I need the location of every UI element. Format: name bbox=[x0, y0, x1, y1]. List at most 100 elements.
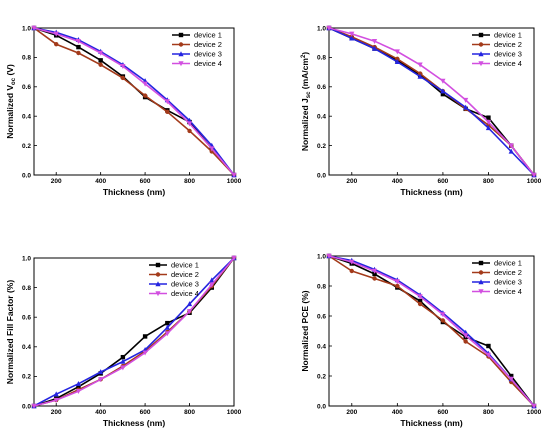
legend-marker bbox=[478, 270, 484, 275]
data-point bbox=[186, 301, 193, 307]
data-point bbox=[440, 88, 446, 94]
x-tick-label: 600 bbox=[140, 178, 151, 185]
data-point bbox=[509, 373, 514, 379]
data-point bbox=[165, 109, 170, 114]
data-point bbox=[486, 343, 491, 349]
series-line bbox=[328, 255, 535, 407]
series-device-2 bbox=[31, 255, 237, 409]
legend-marker bbox=[478, 260, 484, 266]
y-tick-label: 0.0 bbox=[317, 403, 326, 410]
data-point bbox=[486, 115, 491, 120]
data-point bbox=[53, 31, 59, 37]
data-point bbox=[463, 339, 468, 344]
data-point bbox=[187, 128, 192, 134]
data-point bbox=[142, 93, 148, 98]
x-tick-label: 1000 bbox=[227, 178, 242, 185]
data-point bbox=[417, 73, 423, 79]
data-point bbox=[395, 283, 400, 289]
series-device-4 bbox=[326, 253, 537, 409]
x-tick-label: 1000 bbox=[527, 409, 542, 416]
series-line bbox=[33, 257, 235, 407]
data-point bbox=[186, 121, 193, 127]
y-tick-label: 0.2 bbox=[22, 374, 31, 381]
data-point bbox=[485, 352, 492, 358]
series-line bbox=[33, 257, 235, 407]
data-point bbox=[186, 309, 193, 315]
data-point bbox=[440, 312, 446, 318]
plot-frame bbox=[33, 27, 235, 176]
data-point bbox=[31, 25, 37, 31]
data-point bbox=[98, 369, 104, 375]
data-point bbox=[164, 324, 170, 330]
chart-panel-1: 200 400 600 800 1000 0.0 0.2 0.4 0.6 0.8 1.0 Thickn… bbox=[5, 25, 242, 197]
x-axis-title: Thickness (nm) bbox=[400, 187, 463, 197]
data-point bbox=[120, 358, 126, 364]
data-point bbox=[142, 81, 148, 87]
legend-label: device 3 bbox=[494, 50, 522, 59]
data-point bbox=[326, 253, 332, 259]
data-point bbox=[75, 39, 82, 45]
data-point bbox=[463, 333, 469, 339]
legend-marker bbox=[478, 51, 484, 57]
x-axis-title: Thickness (nm) bbox=[400, 418, 463, 428]
x-tick-label: 400 bbox=[95, 409, 106, 416]
x-tick-label: 1000 bbox=[527, 178, 542, 185]
legend-marker bbox=[178, 51, 184, 57]
data-point bbox=[98, 50, 104, 56]
legend-marker bbox=[155, 291, 161, 297]
chart-panel-2: 200 400 600 800 1000 0.0 0.2 0.4 0.6 0.8 1.0 Thickn… bbox=[300, 25, 542, 197]
y-tick-label: 1.0 bbox=[22, 25, 31, 32]
legend-label: device 3 bbox=[171, 280, 199, 289]
y-tick-label: 0.8 bbox=[22, 285, 31, 292]
y-tick-label: 0.6 bbox=[317, 84, 326, 91]
data-point bbox=[31, 403, 37, 409]
y-tick-label: 0.4 bbox=[22, 114, 31, 121]
y-tick-label: 0.4 bbox=[22, 344, 31, 351]
data-point bbox=[165, 320, 170, 326]
x-tick-label: 600 bbox=[437, 409, 448, 416]
data-point bbox=[508, 376, 514, 382]
y-tick-label: 0.2 bbox=[22, 143, 31, 150]
y-tick-label: 0.6 bbox=[22, 84, 31, 91]
legend-label: device 2 bbox=[171, 270, 199, 279]
series-line bbox=[33, 257, 235, 407]
data-point bbox=[508, 143, 514, 149]
series-device-4 bbox=[31, 255, 237, 409]
x-tick-label: 600 bbox=[437, 178, 448, 185]
data-point bbox=[394, 279, 400, 285]
series-line bbox=[33, 27, 235, 176]
series-line bbox=[328, 255, 535, 407]
data-point bbox=[209, 277, 215, 283]
x-tick-label: 200 bbox=[346, 178, 357, 185]
legend-marker bbox=[478, 279, 484, 285]
data-point bbox=[349, 268, 354, 274]
legend-label: device 4 bbox=[171, 289, 199, 298]
data-point bbox=[349, 259, 355, 265]
legend-marker bbox=[478, 289, 484, 295]
y-tick-label: 0.0 bbox=[317, 172, 326, 179]
series-line bbox=[33, 27, 235, 176]
data-point bbox=[485, 125, 492, 131]
legend-label: device 3 bbox=[494, 278, 522, 287]
legend-marker bbox=[478, 61, 484, 67]
legend-label: device 1 bbox=[194, 31, 222, 40]
data-point bbox=[76, 384, 81, 389]
x-tick-label: 800 bbox=[184, 409, 195, 416]
y-tick-label: 0.0 bbox=[22, 172, 31, 179]
y-axis-title: Normalized Jsc (mA/cm2) bbox=[300, 52, 312, 151]
data-point bbox=[371, 45, 378, 51]
chart-panel-4: 200 400 600 800 1000 0.0 0.2 0.4 0.6 0.8 1.0 Thickn… bbox=[300, 253, 542, 428]
legend-label: device 4 bbox=[494, 59, 522, 68]
x-tick-label: 200 bbox=[346, 409, 357, 416]
series-line bbox=[33, 257, 235, 407]
legend-marker bbox=[155, 281, 161, 287]
y-tick-label: 0.8 bbox=[317, 283, 326, 290]
series-line bbox=[328, 27, 535, 176]
data-point bbox=[394, 49, 400, 55]
data-point bbox=[417, 62, 423, 68]
legend-marker bbox=[178, 32, 184, 38]
x-tick-label: 400 bbox=[95, 178, 106, 185]
data-point bbox=[371, 39, 378, 45]
plot-frame bbox=[33, 257, 235, 407]
